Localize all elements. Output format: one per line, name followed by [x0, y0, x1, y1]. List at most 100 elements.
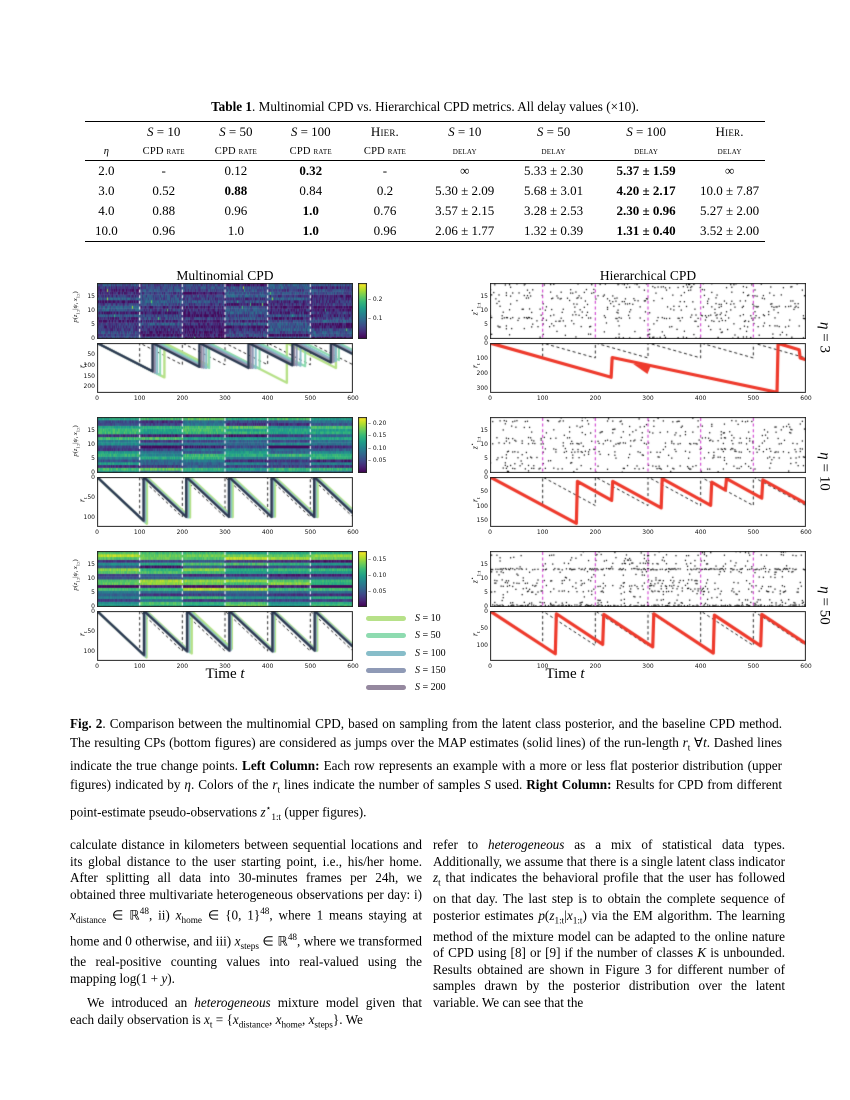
x-tick-label: 200 — [176, 529, 189, 536]
table-col-header: delay — [634, 145, 659, 157]
table-col-header: η — [103, 145, 109, 157]
x-tick-label: 100 — [133, 529, 146, 536]
body-paragraph-1: calculate distance in kilometers between… — [70, 837, 422, 986]
y-tick-label: 15 — [87, 426, 95, 434]
x-tick-label: 100 — [536, 395, 549, 402]
y-tick-label: 0 — [484, 334, 488, 342]
y-tick-label: 5 — [91, 454, 95, 462]
colorbar-tick-label: – 0.15 — [368, 556, 387, 564]
table-cell: 0.76 — [373, 203, 397, 218]
table-cell: ∞ — [724, 163, 735, 178]
x-tick-label: 200 — [589, 529, 602, 536]
table-cell: 3.52 ± 2.00 — [700, 223, 760, 238]
x-tick-label: 100 — [133, 663, 146, 670]
colorbar-tick-label: – 0.1 — [368, 315, 383, 323]
table-cell: 3.57 ± 2.15 — [435, 203, 495, 218]
legend-label: S = 100 — [415, 647, 446, 659]
time-axis-label-left: Time t — [205, 666, 245, 682]
y-tick-label: 100 — [476, 642, 488, 650]
body-left-column: calculate distance in kilometers between… — [70, 837, 422, 1033]
y-tick-label: 0 — [484, 340, 488, 347]
x-tick-label: 500 — [747, 529, 760, 536]
x-tick-label: 300 — [219, 395, 231, 402]
y-tick-label: 100 — [83, 514, 95, 521]
legend-label: S = 10 — [415, 613, 441, 625]
legend-label: S = 150 — [415, 665, 446, 677]
table-cell: 1.0 — [227, 223, 244, 238]
table-row: 2.0 - 0.12 0.32 - ∞ 5.33 ± 2.30 5.37 ± 1.59 ∞ — [85, 161, 765, 182]
table-col-header: CPD rate — [363, 145, 407, 157]
y-tick-label: 0 — [484, 602, 488, 610]
eta-label: η = 50 — [816, 586, 833, 625]
y-tick-label: 10 — [87, 574, 95, 582]
y-tick-label: 0 — [91, 334, 95, 342]
runlength-ylabel: rt — [77, 497, 89, 502]
table-cell: 3.0 — [98, 183, 115, 198]
y-tick-label: 300 — [476, 384, 488, 392]
table-cell: 1.31 ± 0.40 — [616, 223, 676, 238]
y-tick-label: 10 — [87, 440, 95, 448]
runlength-canvas-left-row3 — [97, 611, 353, 661]
colorbar-tick-label: – 0.10 — [368, 572, 387, 580]
x-tick-label: 300 — [219, 529, 231, 536]
eta-label: η = 10 — [816, 452, 833, 491]
table-cell: 0.52 — [152, 183, 176, 198]
x-tick-label: 100 — [536, 529, 549, 536]
y-tick-label: 100 — [83, 648, 95, 655]
y-tick-label: 50 — [480, 488, 488, 496]
heatmap-canvas-row3 — [97, 551, 353, 607]
runlength-canvas-right-row3 — [490, 611, 806, 661]
x-tick-label: 0 — [95, 395, 99, 402]
y-tick-label: 10 — [480, 306, 488, 314]
table-col-header: S = 50 — [219, 124, 253, 139]
legend-label: S = 200 — [415, 682, 446, 694]
x-tick-label: 500 — [747, 663, 760, 670]
table-cell: 1.0 — [302, 203, 319, 218]
legend-item: S = 150 — [366, 662, 446, 679]
table-cell: 0.12 — [224, 163, 248, 178]
heatmap-ylabel: p(z1:t|ψ, x1:t) — [72, 559, 81, 591]
x-tick-label: 400 — [261, 529, 274, 536]
y-tick-label: 0 — [484, 468, 488, 476]
legend-swatch — [366, 633, 406, 639]
x-tick-label: 600 — [347, 663, 359, 670]
y-tick-label: 100 — [476, 354, 488, 362]
y-tick-label: 10 — [480, 440, 488, 448]
raster-canvas-row3 — [490, 551, 806, 607]
x-tick-label: 200 — [589, 395, 602, 402]
table-col-header: S = 100 — [626, 124, 667, 139]
x-tick-label: 0 — [95, 663, 99, 670]
x-tick-label: 500 — [304, 395, 317, 402]
x-tick-label: 600 — [347, 395, 359, 402]
x-tick-label: 300 — [642, 395, 654, 402]
table-cell: 5.30 ± 2.09 — [435, 183, 495, 198]
y-tick-label: 15 — [87, 560, 95, 568]
body-right-column: refer to heterogeneous as a mix of stati… — [433, 837, 785, 1011]
colorbar-tick-label: – 0.10 — [368, 444, 387, 452]
table-col-header: CPD rate — [142, 145, 185, 157]
y-tick-label: 5 — [91, 588, 95, 596]
x-tick-label: 400 — [694, 395, 707, 402]
y-tick-label: 10 — [87, 306, 95, 314]
legend-item: S = 200 — [366, 679, 446, 696]
table-cell: 0.96 — [373, 223, 397, 238]
heatmap-ylabel: p(z1:t|ψ, x1:t) — [72, 425, 81, 457]
legend-label: S = 50 — [415, 630, 441, 642]
x-tick-label: 400 — [694, 529, 707, 536]
x-tick-label: 0 — [95, 529, 99, 536]
y-tick-label: 50 — [87, 350, 95, 358]
legend-item: S = 100 — [366, 645, 446, 662]
table-col-header — [85, 122, 128, 143]
runlength-canvas-right-row2 — [490, 477, 806, 527]
table-cell: 0.2 — [376, 183, 394, 198]
table-cell: 5.68 ± 3.01 — [524, 183, 584, 198]
y-tick-label: 0 — [484, 608, 488, 615]
y-tick-label: 5 — [484, 454, 488, 462]
colorbar-tick-label: – 0.15 — [368, 432, 387, 440]
x-tick-label: 600 — [347, 529, 359, 536]
x-tick-label: 200 — [176, 395, 189, 402]
legend-item: S = 50 — [366, 627, 446, 644]
table-col-header: delay — [717, 145, 742, 157]
table-cell: 3.28 ± 2.53 — [524, 203, 584, 218]
table-col-header: delay — [452, 145, 477, 157]
